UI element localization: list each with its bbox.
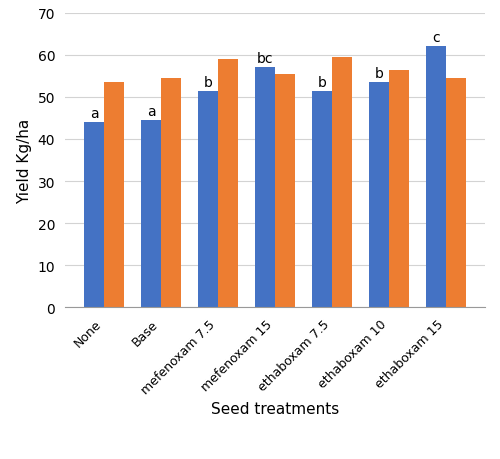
Y-axis label: Yield Kg/ha: Yield Kg/ha: [17, 118, 32, 203]
Bar: [369, 83, 389, 308]
Bar: [389, 70, 409, 308]
Text: b: b: [318, 75, 326, 90]
Bar: [218, 60, 238, 308]
Bar: [161, 79, 181, 308]
Bar: [141, 121, 161, 308]
X-axis label: Seed treatments: Seed treatments: [211, 402, 339, 416]
Text: c: c: [432, 31, 440, 45]
Text: a: a: [146, 105, 156, 119]
Bar: [255, 68, 275, 308]
Bar: [275, 75, 295, 308]
Bar: [198, 91, 218, 308]
Bar: [312, 91, 332, 308]
Bar: [332, 58, 352, 308]
Text: a: a: [90, 107, 98, 121]
Text: b: b: [204, 75, 212, 90]
Text: b: b: [374, 67, 384, 81]
Bar: [84, 123, 104, 308]
Text: bc: bc: [257, 52, 274, 66]
Bar: [426, 47, 446, 308]
Bar: [104, 83, 124, 308]
Bar: [446, 79, 466, 308]
